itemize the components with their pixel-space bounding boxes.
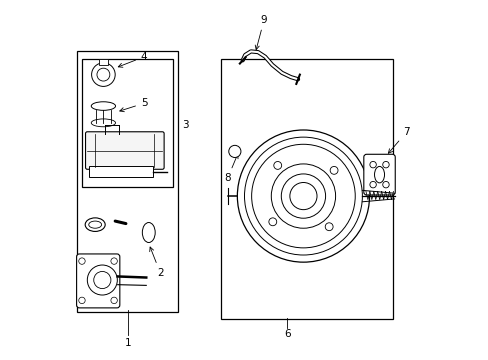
Bar (221, 59, 392, 319)
Text: 2: 2 (149, 247, 163, 278)
FancyBboxPatch shape (77, 254, 120, 308)
Circle shape (382, 161, 388, 168)
Text: 7: 7 (387, 127, 409, 153)
Circle shape (273, 162, 281, 169)
Circle shape (369, 161, 376, 168)
Circle shape (382, 181, 388, 188)
Circle shape (111, 297, 117, 303)
Bar (89, 166, 153, 177)
Circle shape (79, 297, 85, 303)
Text: 3: 3 (182, 120, 188, 130)
Ellipse shape (91, 102, 115, 111)
Circle shape (91, 63, 115, 86)
Circle shape (111, 258, 117, 264)
Circle shape (251, 144, 354, 248)
Circle shape (268, 218, 276, 226)
FancyBboxPatch shape (363, 154, 394, 195)
Bar (77, 51, 178, 312)
Ellipse shape (88, 221, 102, 228)
FancyBboxPatch shape (85, 132, 164, 169)
Circle shape (289, 183, 316, 210)
Circle shape (228, 145, 241, 157)
Circle shape (244, 137, 362, 255)
Circle shape (97, 68, 110, 81)
Text: 4: 4 (118, 52, 147, 67)
Text: 9: 9 (255, 15, 267, 50)
Circle shape (329, 166, 337, 174)
Bar (82, 59, 173, 187)
Circle shape (281, 174, 325, 218)
Circle shape (237, 130, 369, 262)
Circle shape (271, 164, 335, 228)
Text: 6: 6 (284, 329, 290, 339)
Circle shape (87, 265, 117, 295)
Bar (99, 59, 108, 65)
Circle shape (94, 271, 111, 289)
Text: 1: 1 (125, 338, 131, 347)
Text: 8: 8 (224, 154, 238, 183)
Circle shape (369, 181, 376, 188)
Ellipse shape (85, 218, 105, 231)
Circle shape (79, 258, 85, 264)
Ellipse shape (374, 166, 384, 183)
Ellipse shape (142, 222, 155, 243)
Text: 5: 5 (120, 98, 147, 112)
Circle shape (325, 223, 332, 231)
Ellipse shape (91, 119, 115, 127)
